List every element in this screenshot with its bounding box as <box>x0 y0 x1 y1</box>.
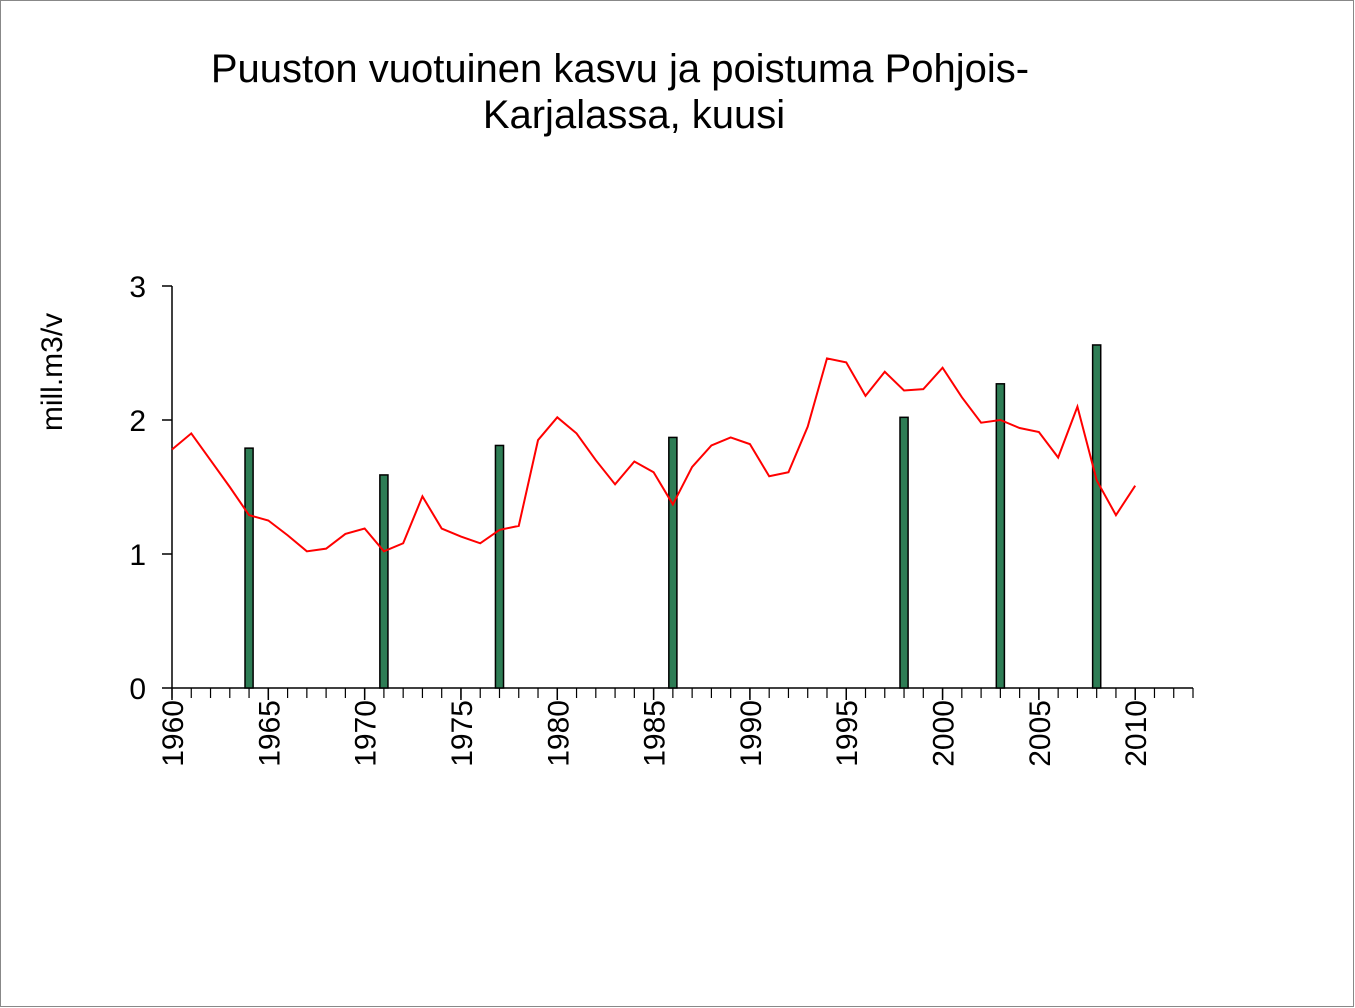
chart-title: Puuston vuotuinen kasvu ja poistuma Pohj… <box>211 47 1029 91</box>
x-tick-label: 1975 <box>446 700 479 767</box>
bar <box>1091 344 1102 689</box>
x-tick-label: 1995 <box>831 700 864 767</box>
y-tick-label: 1 <box>129 539 146 572</box>
y-tick-label: 3 <box>129 271 146 304</box>
x-tick-label: 1965 <box>253 700 286 767</box>
x-tick-label: 1970 <box>350 700 383 767</box>
bar <box>995 383 1006 689</box>
y-tick-label: 0 <box>129 673 146 706</box>
x-tick-label: 2000 <box>928 700 961 767</box>
y-tick-label: 2 <box>129 405 146 438</box>
bar <box>668 436 678 689</box>
x-tick-label: 1990 <box>735 700 768 767</box>
x-tick-label: 2010 <box>1120 700 1153 767</box>
y-axis-label: mill.m3/v <box>36 313 69 431</box>
bar <box>494 444 505 689</box>
chart-title: Karjalassa, kuusi <box>483 93 785 137</box>
bar <box>379 474 389 689</box>
line <box>171 357 1137 553</box>
bar <box>244 447 254 689</box>
x-tick-label: 1985 <box>639 700 672 767</box>
x-tick-label: 1980 <box>542 700 575 767</box>
bar <box>899 416 909 689</box>
x-tick-label: 1960 <box>157 700 190 767</box>
x-tick-label: 2005 <box>1024 700 1057 767</box>
